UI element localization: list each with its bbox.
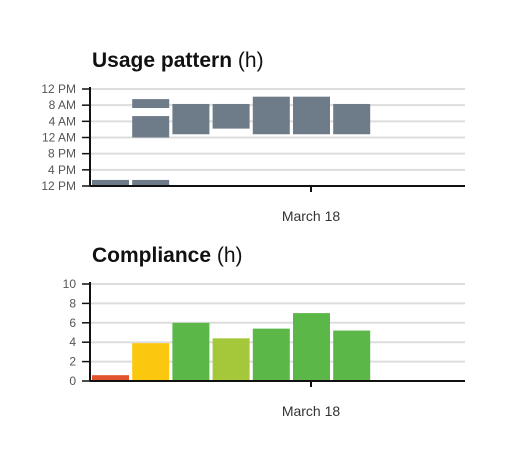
compliance-bar (132, 343, 170, 381)
compliance-bar (92, 375, 129, 381)
compliance-y-tick-label: 0 (69, 374, 76, 388)
usage-pattern-chart: 12 PM 8 AM 4 AM 12 AM 8 PM 4 PM 12 PM March 18 (41, 82, 465, 224)
usage-pattern-title: Usage pattern (h) (92, 49, 264, 73)
compliance-unit: (h) (216, 244, 243, 267)
usage-y-tick-label: 12 PM (41, 179, 76, 193)
compliance-bar (252, 328, 290, 381)
usage-y-tick-label: 4 AM (49, 114, 76, 128)
compliance-y-tick-label: 2 (69, 355, 76, 369)
compliance-y-tick-label: 4 (69, 335, 76, 349)
usage-bar-segment (333, 103, 371, 135)
usage-pattern-title-text: Usage pattern (92, 49, 233, 72)
usage-y-tick-label: 12 AM (42, 131, 76, 145)
usage-bar-segment (212, 103, 250, 129)
usage-y-tick-label: 4 PM (48, 163, 76, 177)
compliance-bar (333, 330, 371, 381)
usage-bar-segment (172, 103, 210, 135)
compliance-y-tick-label: 10 (63, 277, 77, 291)
usage-pattern-unit: (h) (237, 49, 264, 72)
compliance-bar (172, 322, 210, 381)
usage-bar-segment (132, 116, 170, 138)
usage-bar-segment (92, 179, 129, 186)
usage-x-tick-label: March 18 (282, 208, 341, 224)
usage-y-tick-label: 12 PM (41, 82, 76, 96)
compliance-x-tick-label: March 18 (282, 403, 341, 419)
compliance-y-tick-label: 6 (69, 316, 76, 330)
usage-y-tick-label: 8 PM (48, 147, 76, 161)
usage-bar-segment (132, 179, 170, 186)
compliance-title: Compliance (h) (92, 244, 243, 268)
usage-bar-segment (252, 96, 290, 135)
usage-y-tick-label: 8 AM (49, 98, 76, 112)
compliance-y-tick-label: 8 (69, 296, 76, 310)
usage-bar-segment (293, 96, 330, 135)
compliance-bar (293, 313, 330, 381)
compliance-title-text: Compliance (92, 244, 212, 267)
compliance-bar (212, 338, 250, 381)
usage-bar-segment (132, 99, 170, 108)
